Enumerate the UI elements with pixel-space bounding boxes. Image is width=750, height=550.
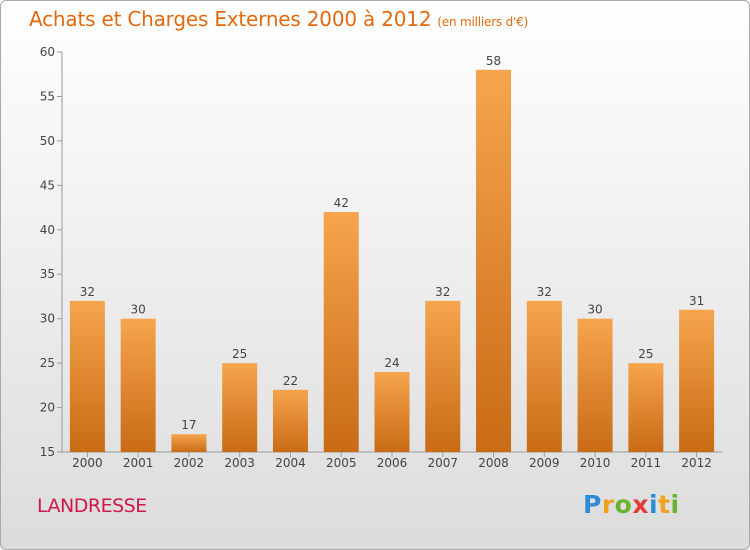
town-name: LANDRESSE: [37, 495, 147, 517]
value-label-2002: 17: [181, 418, 196, 432]
value-label-2009: 32: [537, 285, 552, 299]
x-tick-label-2009: 2009: [529, 456, 560, 470]
proxiti-logo[interactable]: Proxiti: [583, 490, 680, 519]
x-tick-label-2001: 2001: [123, 456, 154, 470]
bar-2000: [69, 300, 105, 452]
bar-2011: [628, 363, 664, 452]
y-tick-label: 35: [40, 267, 55, 281]
bar-2008: [476, 69, 512, 453]
x-tick-label-2008: 2008: [478, 456, 509, 470]
value-label-2011: 25: [638, 347, 653, 361]
x-tick-label-2010: 2010: [580, 456, 611, 470]
y-tick-label: 30: [40, 312, 55, 326]
bar-2007: [425, 300, 461, 452]
value-label-2001: 30: [131, 303, 146, 317]
value-label-2005: 42: [334, 196, 349, 210]
value-label-2007: 32: [435, 285, 450, 299]
value-label-2000: 32: [80, 285, 95, 299]
y-tick-label: 15: [40, 445, 55, 459]
value-label-2003: 25: [232, 347, 247, 361]
value-label-2008: 58: [486, 54, 501, 68]
y-tick-label: 60: [40, 45, 55, 59]
bar-2012: [679, 309, 715, 452]
value-label-2012: 31: [689, 294, 704, 308]
x-tick-label-2006: 2006: [377, 456, 408, 470]
chart-title-text: Achats et Charges Externes 2000 à 2012: [29, 7, 432, 31]
chart-title: Achats et Charges Externes 2000 à 2012 (e…: [29, 7, 528, 31]
y-tick-label: 25: [40, 356, 55, 370]
chart-subtitle: (en milliers d'€): [437, 15, 529, 29]
y-tick-label: 45: [40, 178, 55, 192]
x-tick-label-2004: 2004: [275, 456, 306, 470]
x-tick-label-2007: 2007: [427, 456, 458, 470]
value-label-2004: 22: [283, 374, 298, 388]
y-tick-label: 40: [40, 223, 55, 237]
bar-2002: [171, 434, 207, 452]
bar-2010: [577, 318, 613, 452]
bar-2005: [323, 212, 359, 452]
x-tick-label-2011: 2011: [631, 456, 662, 470]
y-tick-label: 55: [40, 89, 55, 103]
y-tick-label: 20: [40, 401, 55, 415]
value-label-2010: 30: [587, 303, 602, 317]
bar-2001: [120, 318, 156, 452]
x-tick-label-2012: 2012: [681, 456, 712, 470]
bar-2004: [272, 389, 308, 452]
value-label-2006: 24: [384, 356, 399, 370]
x-tick-label-2000: 2000: [72, 456, 103, 470]
bar-2009: [526, 300, 562, 452]
bar-2006: [374, 372, 410, 452]
y-tick-label: 50: [40, 134, 55, 148]
bar-2003: [222, 363, 258, 452]
x-tick-label-2003: 2003: [224, 456, 255, 470]
x-tick-label-2002: 2002: [174, 456, 205, 470]
x-tick-label-2005: 2005: [326, 456, 357, 470]
